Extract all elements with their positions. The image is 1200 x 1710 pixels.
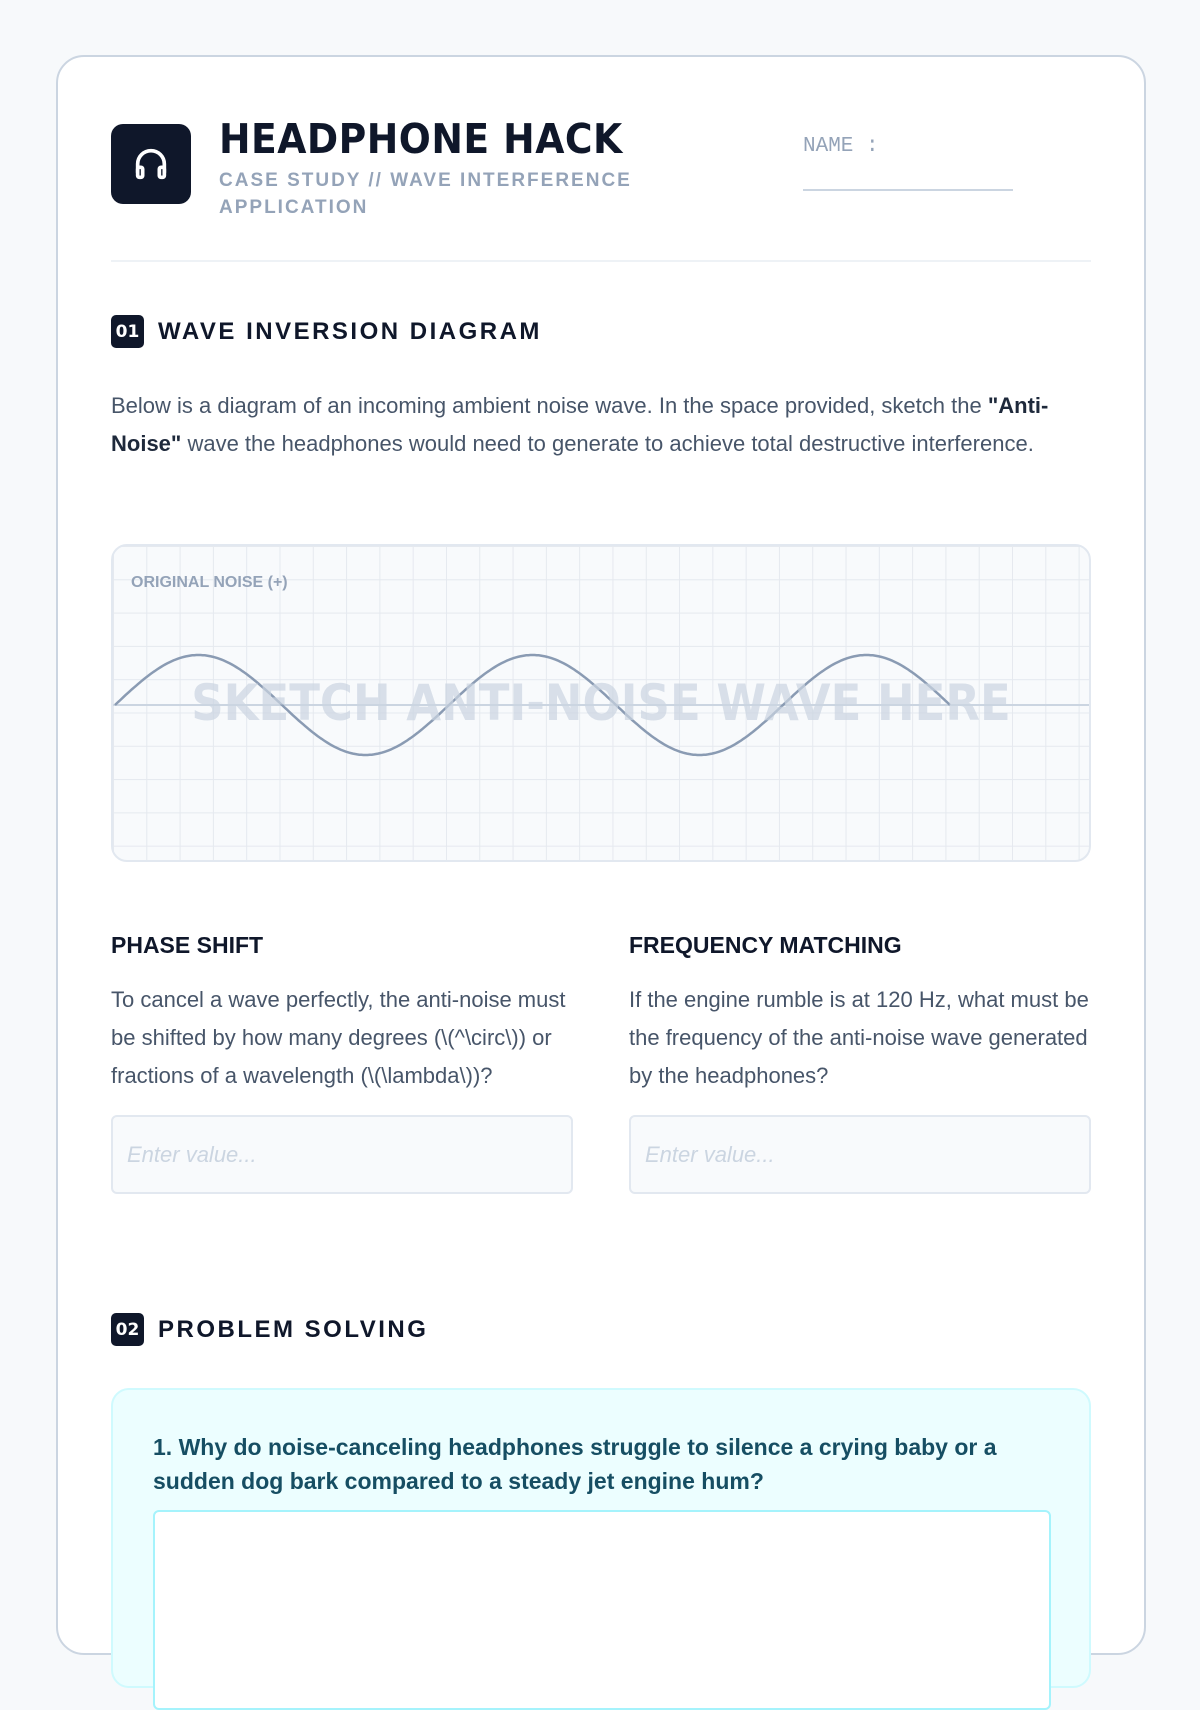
name-label: NAME : [803,135,879,158]
headphones-icon [111,124,191,204]
section-number: 02 [111,1313,144,1346]
section-heading-02: 02 PROBLEM SOLVING [111,1313,428,1346]
page-subtitle: CASE STUDY // WAVE INTERFERENCE APPLICAT… [219,170,632,218]
frequency-input[interactable] [629,1115,1091,1194]
worksheet-card: HEADPHONE HACK CASE STUDY // WAVE INTERF… [56,55,1146,1710]
section-title: WAVE INVERSION DIAGRAM [158,317,542,345]
phase-shift-text: To cancel a wave perfectly, the anti-noi… [111,987,566,1088]
section-number: 01 [111,315,144,348]
sketch-area[interactable]: ORIGINAL NOISE (+) SKETCH ANTI-NOISE WAV… [111,544,1091,862]
phase-shift-question: PHASE SHIFT To cancel a wave perfectly, … [111,932,573,1194]
question-card: 1. Why do noise-canceling headphones str… [111,1388,1091,1710]
page-title: HEADPHONE HACK [219,115,623,163]
diagram-label: ORIGINAL NOISE (+) [131,574,288,591]
section-heading-01: 01 WAVE INVERSION DIAGRAM [111,315,542,348]
original-noise-wave [114,653,951,757]
section-title: PROBLEM SOLVING [158,1315,429,1343]
phase-shift-input[interactable] [111,1115,573,1194]
frequency-text: If the engine rumble is at 120 Hz, what … [629,987,1089,1088]
header-divider [111,260,1091,262]
frequency-title: FREQUENCY MATCHING [629,932,902,958]
question-text: 1. Why do noise-canceling headphones str… [153,1434,997,1494]
answer-textarea[interactable] [153,1510,1051,1710]
phase-shift-title: PHASE SHIFT [111,932,264,958]
name-field[interactable] [803,189,1013,191]
intro-text-end: wave the headphones would need to genera… [181,431,1034,456]
intro-bold: "Anti-Noise" [111,393,1049,456]
sketch-watermark: SKETCH ANTI-NOISE WAVE HERE [191,674,1011,732]
intro-text: Below is a diagram of an incoming ambien… [111,393,988,418]
frequency-question: FREQUENCY MATCHING If the engine rumble … [629,932,1091,1194]
wave-canvas [113,653,1089,757]
diagram-instructions: Below is a diagram of an incoming ambien… [111,387,1071,463]
